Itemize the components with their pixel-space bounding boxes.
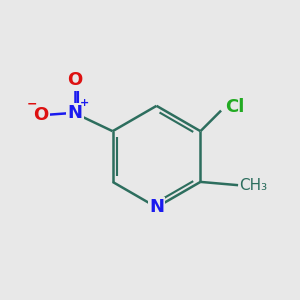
Text: N: N [68,104,82,122]
Text: +: + [80,98,89,108]
Text: −: − [26,98,37,111]
Text: CH₃: CH₃ [239,178,268,193]
Text: Cl: Cl [225,98,244,116]
Text: N: N [149,198,164,216]
Text: O: O [68,71,82,89]
Text: O: O [33,106,48,124]
